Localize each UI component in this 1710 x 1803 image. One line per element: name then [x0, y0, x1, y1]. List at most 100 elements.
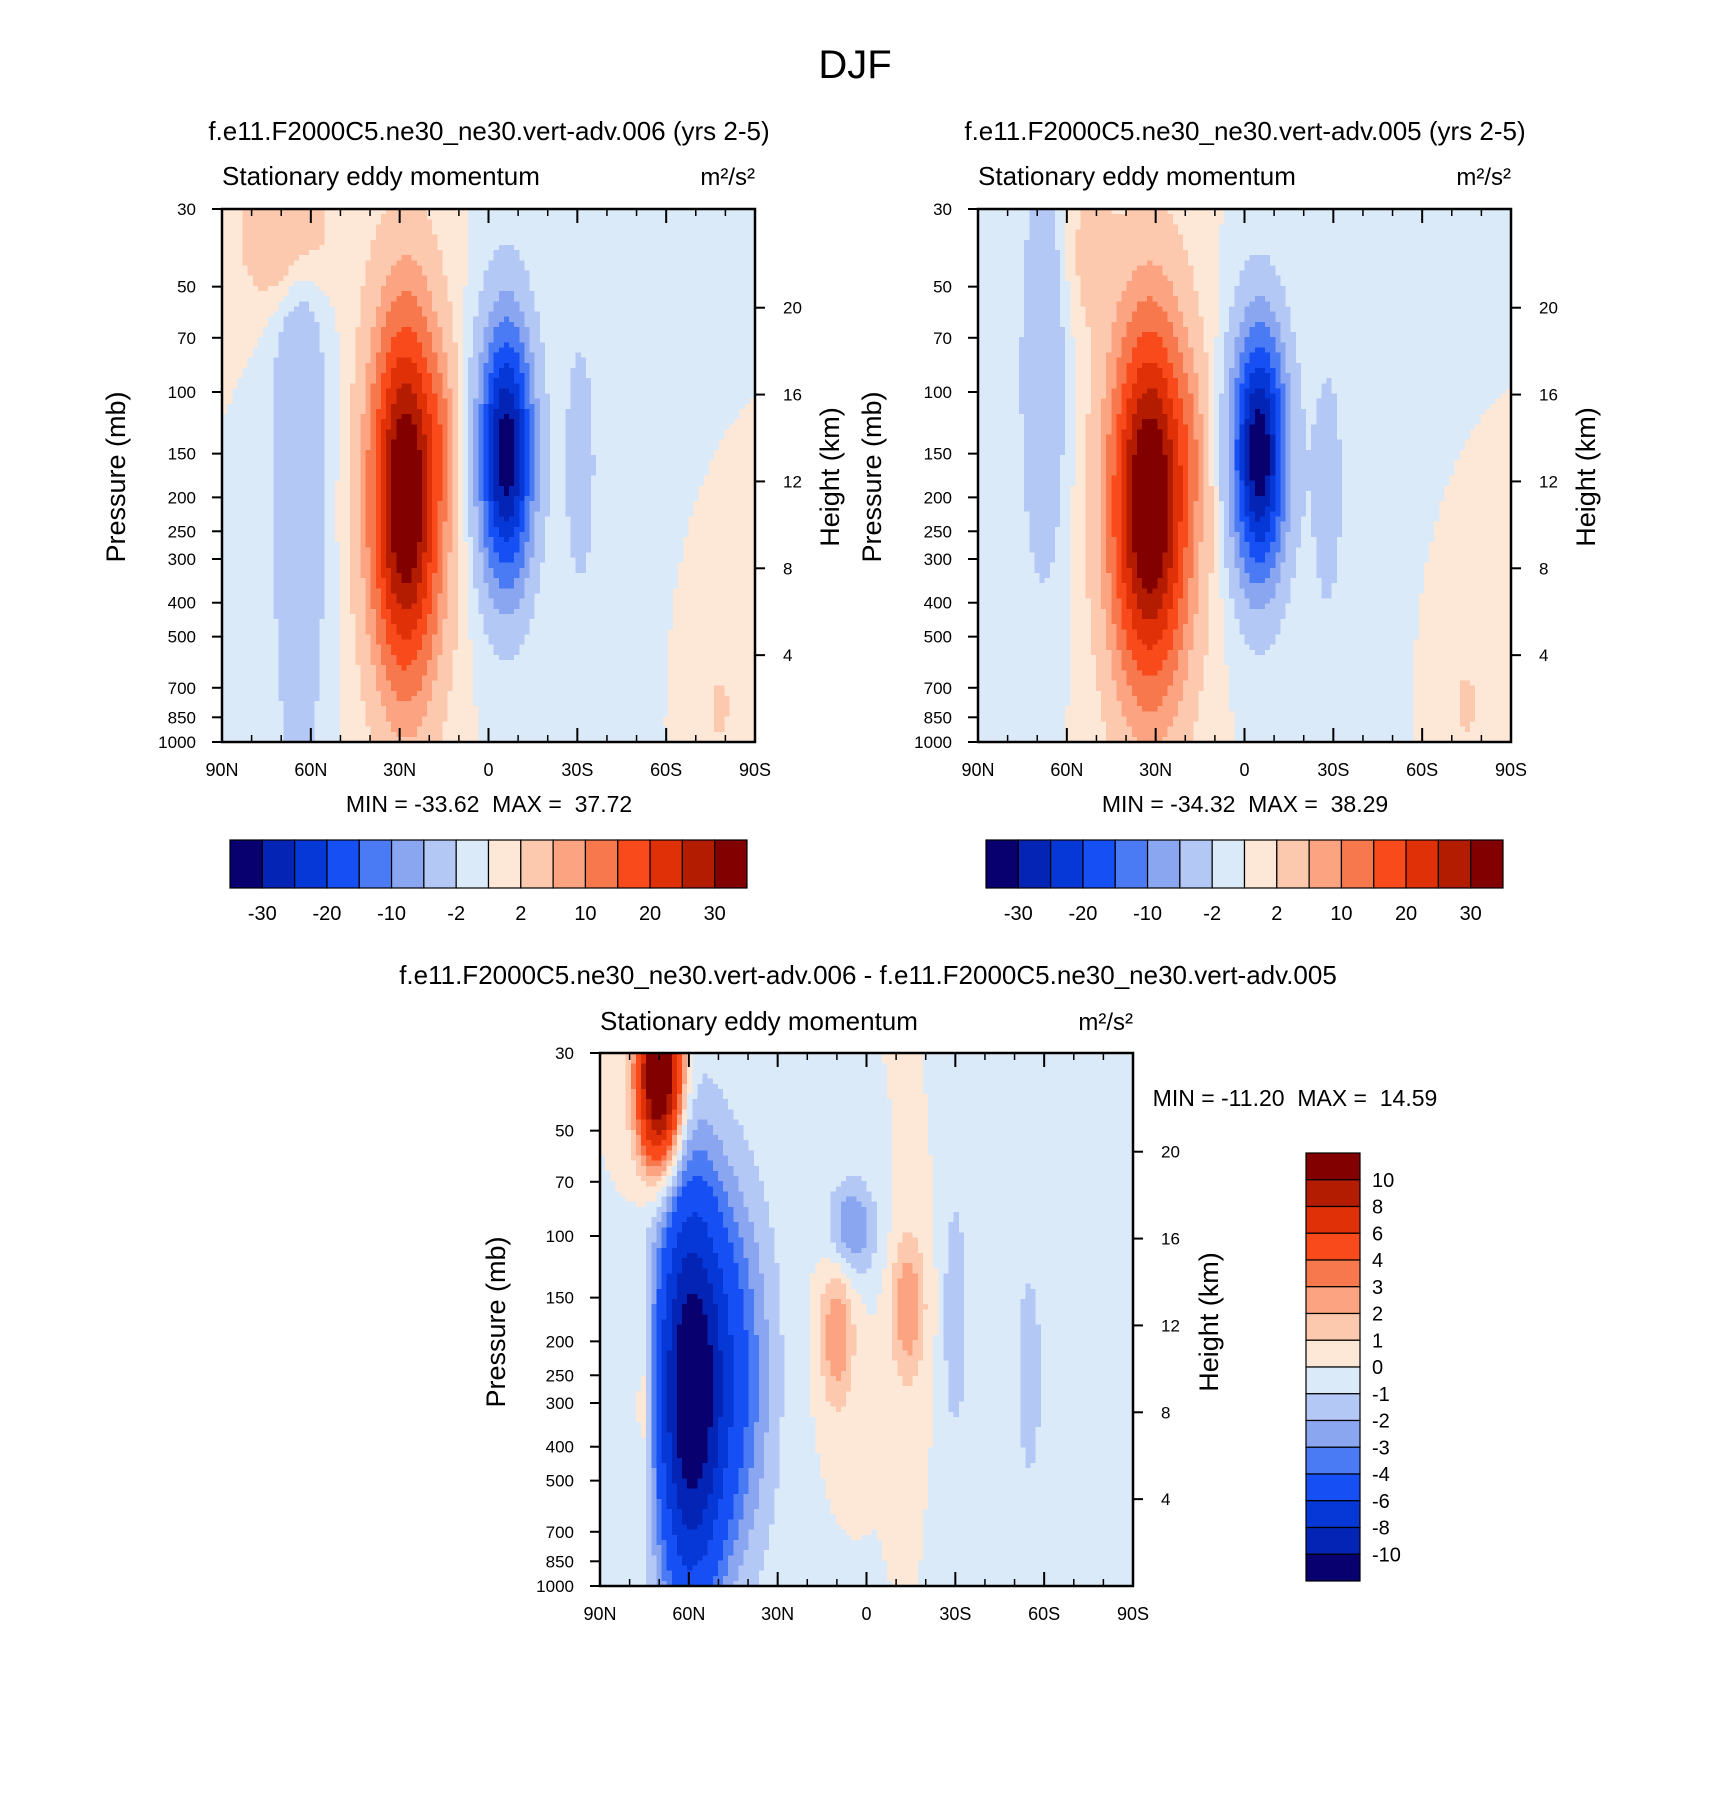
- panel-3-y-tick-label: 150: [546, 1289, 574, 1308]
- panel-3-ylabel: Pressure (mb): [481, 1236, 511, 1407]
- panel-3-field-cells: [600, 1053, 1134, 1587]
- panel-3-x-tick-label: 30N: [761, 1604, 794, 1624]
- colorbar-box: [392, 840, 424, 888]
- panel-1-x-tick-label: 90N: [205, 760, 238, 780]
- panel-3-y-tick-label: 400: [546, 1438, 574, 1457]
- colorbar-label: 2: [1271, 903, 1282, 925]
- panel-1-x-tick-label: 0: [483, 760, 493, 780]
- panel-3-x-tick-label: 0: [861, 1604, 871, 1624]
- panel-3-x-tick-label: 30S: [939, 1604, 971, 1624]
- colorbar-box: [682, 840, 714, 888]
- colorbar-box: [1245, 840, 1277, 888]
- colorbar-label: -30: [248, 903, 277, 925]
- colorbar-box: [618, 840, 650, 888]
- panel-2-colorbar: -30 -20 -10 -2 2 10 20 30: [986, 840, 1503, 925]
- colorbar-box: [1306, 1207, 1360, 1234]
- panel-1-y-tick-label: 150: [168, 445, 196, 464]
- panel-2-height-tick-label: 4: [1539, 646, 1548, 665]
- panel-1-stats: MIN = -33.62 MAX = 37.72: [346, 791, 632, 817]
- panel-1-x-tick-label: 90S: [739, 760, 771, 780]
- panel-3-title: f.e11.F2000C5.ne30_ne30.vert-adv.006 - f…: [399, 960, 1337, 990]
- colorbar-label: 10: [1372, 1170, 1394, 1192]
- panel-2-field-cells: [978, 209, 1512, 743]
- colorbar-label: 30: [704, 903, 726, 925]
- panel-3-x-tick-label: 60S: [1028, 1604, 1060, 1624]
- panel-2-height-tick-label: 16: [1539, 386, 1558, 405]
- panel-2-x-tick-label: 90S: [1495, 760, 1527, 780]
- colorbar-label: 8: [1372, 1197, 1383, 1219]
- panel-2-ylabel: Pressure (mb): [857, 391, 887, 562]
- colorbar-box: [1306, 1394, 1360, 1421]
- panel-2-stats: MIN = -34.32 MAX = 38.29: [1102, 791, 1388, 817]
- colorbar-box: [553, 840, 585, 888]
- panel-1-y-tick-label: 70: [177, 329, 196, 348]
- panel-1-height-tick-label: 8: [783, 559, 792, 578]
- panel-3-height-tick-label: 8: [1161, 1403, 1170, 1422]
- colorbar-label: 2: [515, 903, 526, 925]
- panel-3-height-tick-label: 12: [1161, 1316, 1180, 1335]
- panel-2-y-tick-label: 300: [924, 550, 952, 569]
- colorbar-box: [1306, 1287, 1360, 1314]
- panel-3-x-tick-label: 60N: [672, 1604, 705, 1624]
- colorbar-box: [1306, 1340, 1360, 1367]
- panel-3-y-tick-label: 50: [555, 1122, 574, 1141]
- colorbar-label: 4: [1372, 1250, 1383, 1272]
- colorbar-label: 6: [1372, 1223, 1383, 1245]
- panel-2-plot-area: [978, 209, 1512, 743]
- colorbar-box: [585, 840, 617, 888]
- colorbar-box: [1374, 840, 1406, 888]
- panel-2-y-tick-label: 850: [924, 708, 952, 727]
- panel-3-y-tick-label: 300: [546, 1394, 574, 1413]
- colorbar-box: [489, 840, 521, 888]
- panel-2-x-tick-label: 90N: [961, 760, 994, 780]
- colorbar-label: 3: [1372, 1277, 1383, 1299]
- panel-1-x-tick-label: 60N: [294, 760, 327, 780]
- panel-2-title: f.e11.F2000C5.ne30_ne30.vert-adv.005 (yr…: [964, 116, 1525, 146]
- panel-1-subtitle-right: m²/s²: [700, 164, 755, 191]
- colorbar-box: [1148, 840, 1180, 888]
- panel-1-y-tick-label: 400: [168, 594, 196, 613]
- colorbar-label: 2: [1372, 1304, 1383, 1326]
- colorbar-box: [1438, 840, 1470, 888]
- panel-3-height-tick-label: 16: [1161, 1230, 1180, 1249]
- colorbar-box: [1471, 840, 1503, 888]
- colorbar-label: -20: [312, 903, 341, 925]
- panel-3-stats: MIN = -11.20 MAX = 14.59: [1153, 1085, 1438, 1111]
- colorbar-label: -10: [1133, 903, 1162, 925]
- colorbar-label: -2: [1372, 1411, 1390, 1433]
- colorbar-box: [1306, 1260, 1360, 1287]
- panel-1-height-tick-label: 4: [783, 646, 792, 665]
- panel-2: f.e11.F2000C5.ne30_ne30.vert-adv.005 (yr…: [857, 116, 1601, 925]
- panel-1-colorbar: -30 -20 -10 -2 2 10 20 30: [230, 840, 747, 925]
- colorbar-box: [1306, 1180, 1360, 1207]
- colorbar-box: [1309, 840, 1341, 888]
- colorbar-label: -6: [1372, 1491, 1390, 1513]
- panel-2-height-tick-label: 12: [1539, 472, 1558, 491]
- panel-2-y-tick-label: 50: [933, 278, 952, 297]
- panel-3-y-tick-label: 1000: [536, 1577, 574, 1596]
- colorbar-box: [521, 840, 553, 888]
- panel-3-y-tick-label: 200: [546, 1332, 574, 1351]
- colorbar-box: [1083, 840, 1115, 888]
- panel-1-height-tick-label: 12: [783, 472, 802, 491]
- colorbar-label: -2: [1203, 903, 1221, 925]
- panel-1: f.e11.F2000C5.ne30_ne30.vert-adv.006 (yr…: [101, 116, 845, 925]
- panel-2-x-tick-label: 30S: [1317, 760, 1349, 780]
- panel-2-x-tick-label: 30N: [1139, 760, 1172, 780]
- colorbar-label: -2: [447, 903, 465, 925]
- panel-1-height-tick-label: 20: [783, 299, 802, 318]
- panel-2-subtitle-right: m²/s²: [1456, 164, 1511, 191]
- panel-3-plot-area: [600, 1053, 1134, 1587]
- colorbar-label: -10: [1372, 1544, 1401, 1566]
- colorbar-box: [715, 840, 747, 888]
- panel-3-y-tick-label: 850: [546, 1552, 574, 1571]
- panel-3-subtitle-right: m²/s²: [1078, 1009, 1133, 1036]
- panel-1-field-cells: [222, 209, 756, 743]
- colorbar-box: [1306, 1233, 1360, 1260]
- panel-3-y-tick-label: 30: [555, 1044, 574, 1063]
- panel-1-y-tick-label: 100: [168, 383, 196, 402]
- panel-1-height-tick-label: 16: [783, 386, 802, 405]
- colorbar-box: [327, 840, 359, 888]
- panel-3-ylabel-right: Height (km): [1194, 1252, 1224, 1392]
